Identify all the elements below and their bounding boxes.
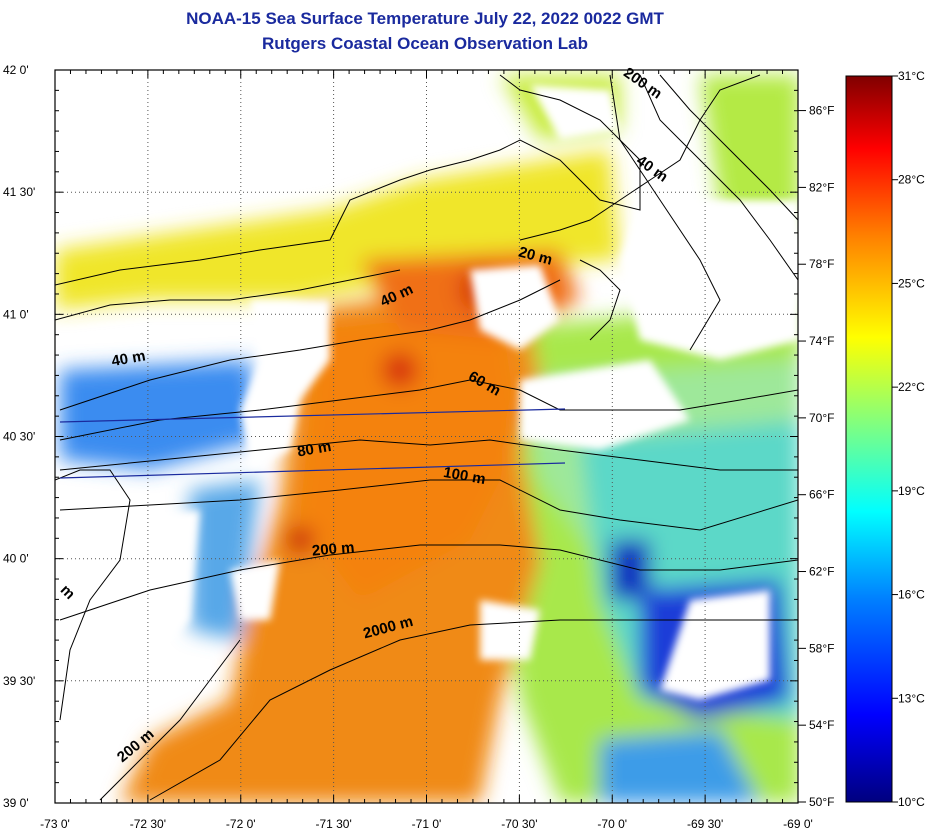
lat-label: 42 0' (3, 63, 29, 77)
contour-label: 200 m (311, 539, 355, 560)
colorbar-celsius-labels: 31°C 28°C 25°C 22°C 19°C 16°C 13°C 10°C (892, 69, 925, 809)
colorbar-celsius-label: 16°C (898, 588, 925, 602)
map-subtitle: Rutgers Coastal Ocean Observation Lab (262, 34, 588, 53)
colorbar-gradient (845, 75, 893, 803)
colorbar-fahrenheit-label: 82°F (809, 180, 834, 194)
lat-label: 40 0' (3, 552, 29, 566)
colorbar-fahrenheit-label: 74°F (809, 334, 834, 348)
colorbar-fahrenheit-label: 66°F (809, 488, 834, 502)
track-lines (59, 408, 566, 479)
lat-label: 39 30' (3, 674, 35, 688)
colorbar-celsius-label: 19°C (898, 484, 925, 498)
lat-label: 40 30' (3, 430, 35, 444)
colorbar-celsius-label: 22°C (898, 380, 925, 394)
sst-field (55, 70, 798, 803)
colorbar-celsius-label: 31°C (898, 69, 925, 83)
colorbar-fahrenheit-label: 54°F (809, 718, 834, 732)
colorbar-fahrenheit-label: 58°F (809, 641, 834, 655)
latitude-labels: 42 0' 41 30' 41 0' 40 30' 40 0' 39 30' 39 0' (3, 63, 35, 810)
map-title: NOAA-15 Sea Surface Temperature July 22,… (186, 9, 664, 28)
bathymetry-contours (59, 74, 798, 801)
lon-label: -71 0' (412, 817, 442, 831)
lon-label: -69 0' (783, 817, 813, 831)
lon-label: -70 30' (501, 817, 537, 831)
colorbar-celsius-label: 13°C (898, 691, 925, 705)
contour-label: 80 m (296, 438, 333, 461)
lon-label: -72 0' (226, 817, 256, 831)
lat-label: 39 0' (3, 796, 29, 810)
lon-label: -71 30' (315, 817, 351, 831)
lat-label: 41 30' (3, 185, 35, 199)
lon-label: -70 0' (597, 817, 627, 831)
colorbar-celsius-label: 25°C (898, 276, 925, 290)
colorbar-fahrenheit-label: 62°F (809, 565, 834, 579)
colorbar-fahrenheit-label: 70°F (809, 411, 834, 425)
lon-label: -73 0' (40, 817, 70, 831)
lon-label: -69 30' (687, 817, 723, 831)
longitude-labels: -73 0' -72 30' -72 0' -71 30' -71 0' -70 30' -… (40, 817, 813, 831)
coastline (55, 74, 721, 721)
colorbar-celsius-label: 28°C (898, 173, 925, 187)
colorbar-fahrenheit-label: 86°F (809, 104, 834, 118)
frame-ticks (54, 69, 799, 804)
lon-label: -72 30' (130, 817, 166, 831)
colorbar-fahrenheit-label: 50°F (809, 795, 834, 809)
contour-label: 40 m (110, 347, 147, 370)
colorbar-fahrenheit-labels: 86°F 82°F 78°F 74°F 70°F 66°F 62°F 58°F 54°F 50°F (798, 104, 834, 809)
colorbar-fahrenheit-label: 78°F (809, 257, 834, 271)
colorbar-celsius-label: 10°C (898, 795, 925, 809)
lat-label: 41 0' (3, 307, 29, 321)
colorbar: 31°C 28°C 25°C 22°C 19°C 16°C 13°C 10°C 86°F 82°… (798, 69, 925, 809)
